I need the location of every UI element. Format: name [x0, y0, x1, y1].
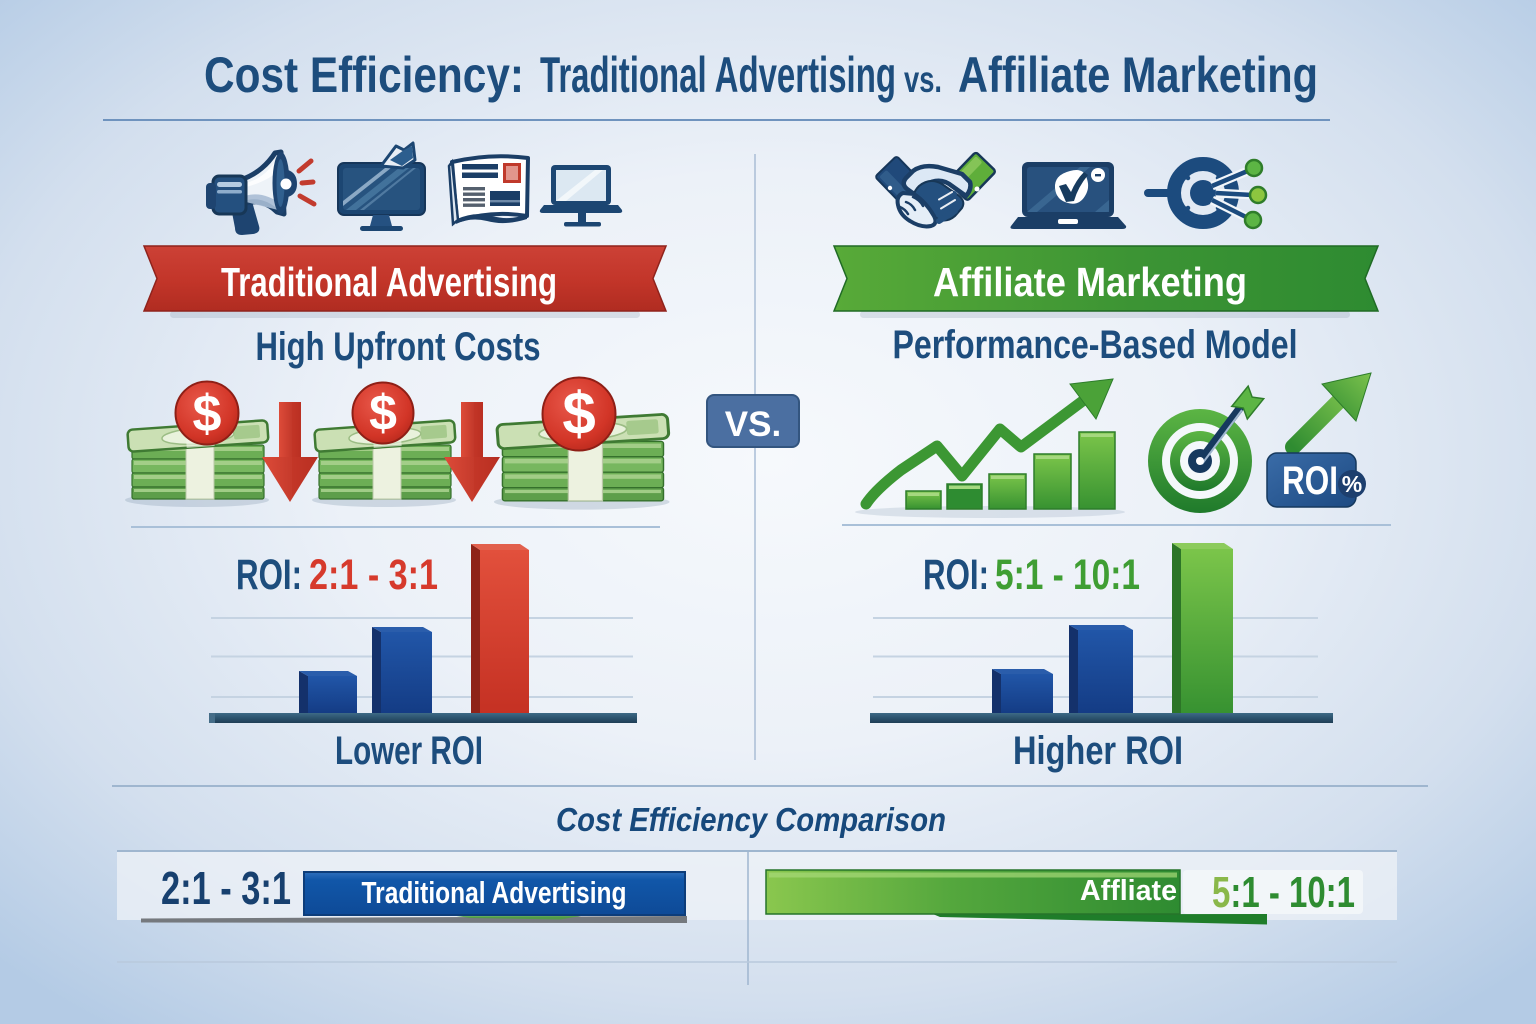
svg-text:Affiliate Marketing: Affiliate Marketing	[958, 47, 1318, 103]
svg-text:Affiliate Marketing: Affiliate Marketing	[933, 259, 1247, 305]
svg-text:Higher ROI: Higher ROI	[1013, 729, 1183, 773]
svg-text:Traditional Advertising: Traditional Advertising	[362, 875, 627, 910]
svg-text:$: $	[369, 385, 397, 441]
svg-text:5:1 - 10:1: 5:1 - 10:1	[995, 551, 1140, 599]
svg-text:Traditional Advertising: Traditional Advertising	[221, 259, 557, 305]
svg-text:vs.: vs.	[904, 59, 942, 100]
svg-text:Affliate: Affliate	[1080, 875, 1177, 907]
svg-text:ROI: ROI	[1282, 459, 1338, 503]
svg-text:Lower ROI: Lower ROI	[335, 729, 483, 773]
svg-text:Cost Efficiency:: Cost Efficiency:	[204, 47, 524, 103]
svg-text:Cost Efficiency Comparison: Cost Efficiency Comparison	[556, 801, 946, 838]
svg-text:ROI:: ROI:	[923, 551, 989, 599]
svg-text:2:1 - 3:1: 2:1 - 3:1	[309, 551, 438, 599]
svg-text:ROI:: ROI:	[236, 551, 302, 599]
svg-text:$: $	[562, 380, 595, 447]
svg-text:Traditional Advertising: Traditional Advertising	[540, 47, 896, 103]
svg-text:5:1 - 10:1: 5:1 - 10:1	[1212, 868, 1355, 917]
svg-text:%: %	[1342, 471, 1362, 497]
svg-text:Performance-Based Model: Performance-Based Model	[893, 323, 1298, 367]
svg-text:VS.: VS.	[725, 405, 781, 444]
svg-text:2:1 - 3:1: 2:1 - 3:1	[161, 862, 291, 914]
svg-text:$: $	[193, 385, 222, 443]
svg-text:High Upfront Costs: High Upfront Costs	[256, 325, 541, 369]
